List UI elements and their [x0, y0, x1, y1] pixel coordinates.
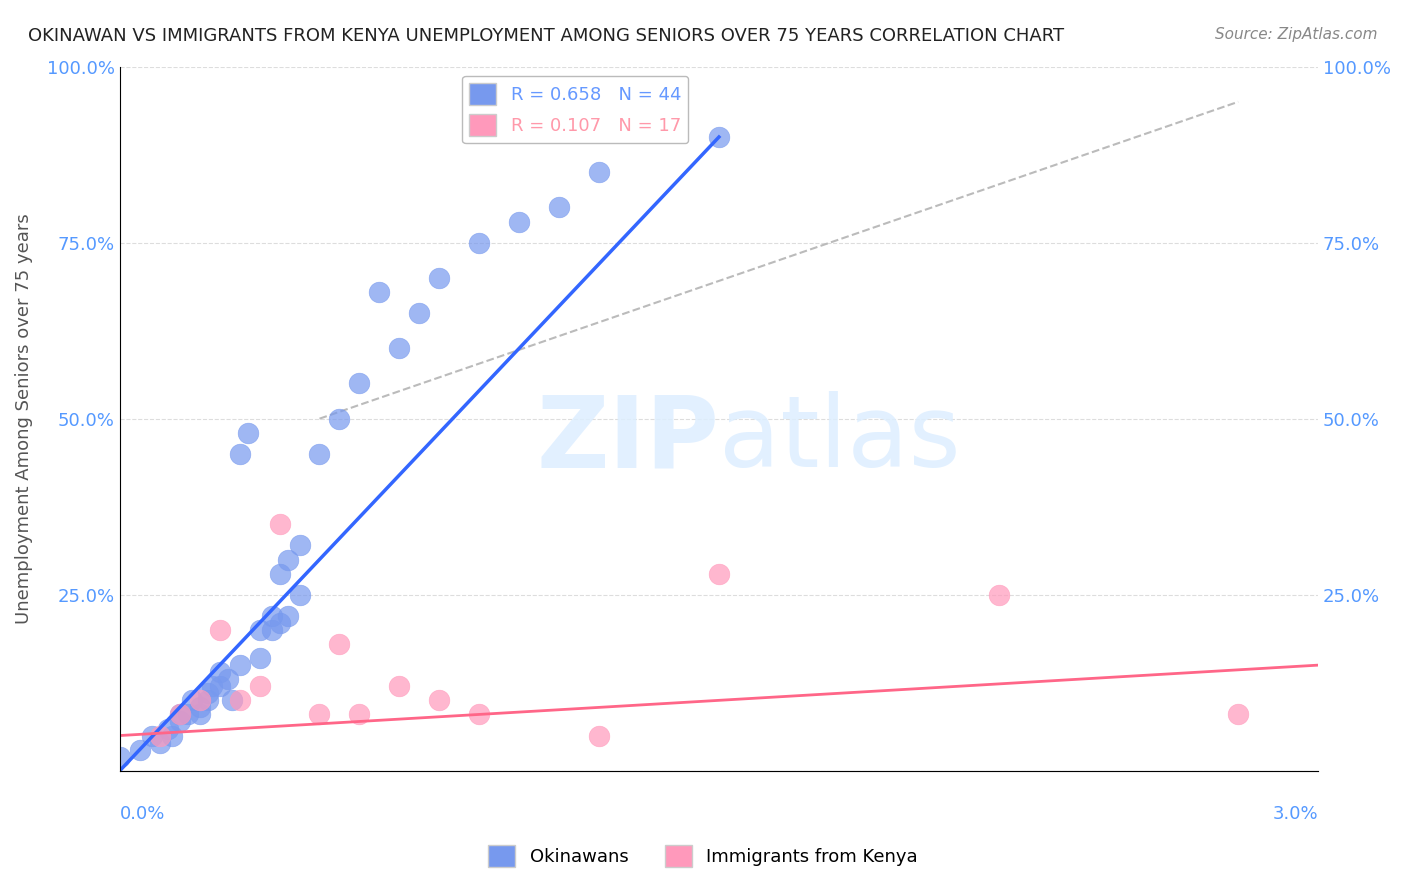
Point: [169, 707, 191, 722]
Point: [1227, 707, 1250, 722]
Point: [149, 729, 172, 743]
Point: [249, 651, 271, 665]
Point: [169, 707, 191, 722]
Point: [588, 165, 610, 179]
Point: [160, 729, 183, 743]
Text: 0.0%: 0.0%: [120, 805, 165, 823]
Point: [180, 693, 202, 707]
Legend: Okinawans, Immigrants from Kenya: Okinawans, Immigrants from Kenya: [481, 838, 925, 874]
Point: [217, 672, 239, 686]
Point: [707, 566, 730, 581]
Point: [249, 623, 271, 637]
Point: [169, 714, 191, 729]
Point: [176, 707, 198, 722]
Point: [188, 707, 211, 722]
Point: [349, 376, 371, 391]
Point: [987, 588, 1010, 602]
Point: [197, 693, 219, 707]
Text: atlas: atlas: [718, 392, 960, 488]
Point: [128, 742, 150, 756]
Point: [468, 235, 491, 250]
Point: [468, 707, 491, 722]
Point: [221, 693, 243, 707]
Legend: R = 0.658   N = 44, R = 0.107   N = 17: R = 0.658 N = 44, R = 0.107 N = 17: [463, 76, 689, 143]
Point: [208, 679, 231, 693]
Y-axis label: Unemployment Among Seniors over 75 years: Unemployment Among Seniors over 75 years: [15, 213, 32, 624]
Point: [208, 665, 231, 680]
Point: [288, 538, 311, 552]
Point: [588, 729, 610, 743]
Point: [269, 566, 291, 581]
Point: [197, 686, 219, 700]
Point: [328, 411, 350, 425]
Point: [228, 658, 250, 673]
Point: [108, 749, 131, 764]
Point: [548, 201, 571, 215]
Point: [228, 447, 250, 461]
Point: [208, 623, 231, 637]
Point: [276, 608, 298, 623]
Text: OKINAWAN VS IMMIGRANTS FROM KENYA UNEMPLOYMENT AMONG SENIORS OVER 75 YEARS CORRE: OKINAWAN VS IMMIGRANTS FROM KENYA UNEMPL…: [28, 27, 1064, 45]
Point: [707, 130, 730, 145]
Point: [228, 693, 250, 707]
Point: [276, 552, 298, 566]
Point: [308, 707, 330, 722]
Point: [249, 679, 271, 693]
Point: [188, 693, 211, 707]
Point: [149, 736, 172, 750]
Point: [388, 679, 411, 693]
Point: [427, 693, 450, 707]
Text: ZIP: ZIP: [536, 392, 718, 488]
Point: [288, 588, 311, 602]
Point: [156, 722, 179, 736]
Point: [308, 447, 330, 461]
Text: 3.0%: 3.0%: [1272, 805, 1319, 823]
Point: [328, 637, 350, 651]
Point: [368, 285, 391, 299]
Point: [236, 425, 259, 440]
Point: [408, 306, 430, 320]
Point: [260, 608, 283, 623]
Point: [260, 623, 283, 637]
Point: [269, 517, 291, 532]
Point: [201, 679, 224, 693]
Point: [508, 214, 530, 228]
Point: [269, 615, 291, 630]
Point: [141, 729, 163, 743]
Point: [427, 270, 450, 285]
Point: [349, 707, 371, 722]
Point: [188, 700, 211, 714]
Text: Source: ZipAtlas.com: Source: ZipAtlas.com: [1215, 27, 1378, 42]
Point: [388, 341, 411, 355]
